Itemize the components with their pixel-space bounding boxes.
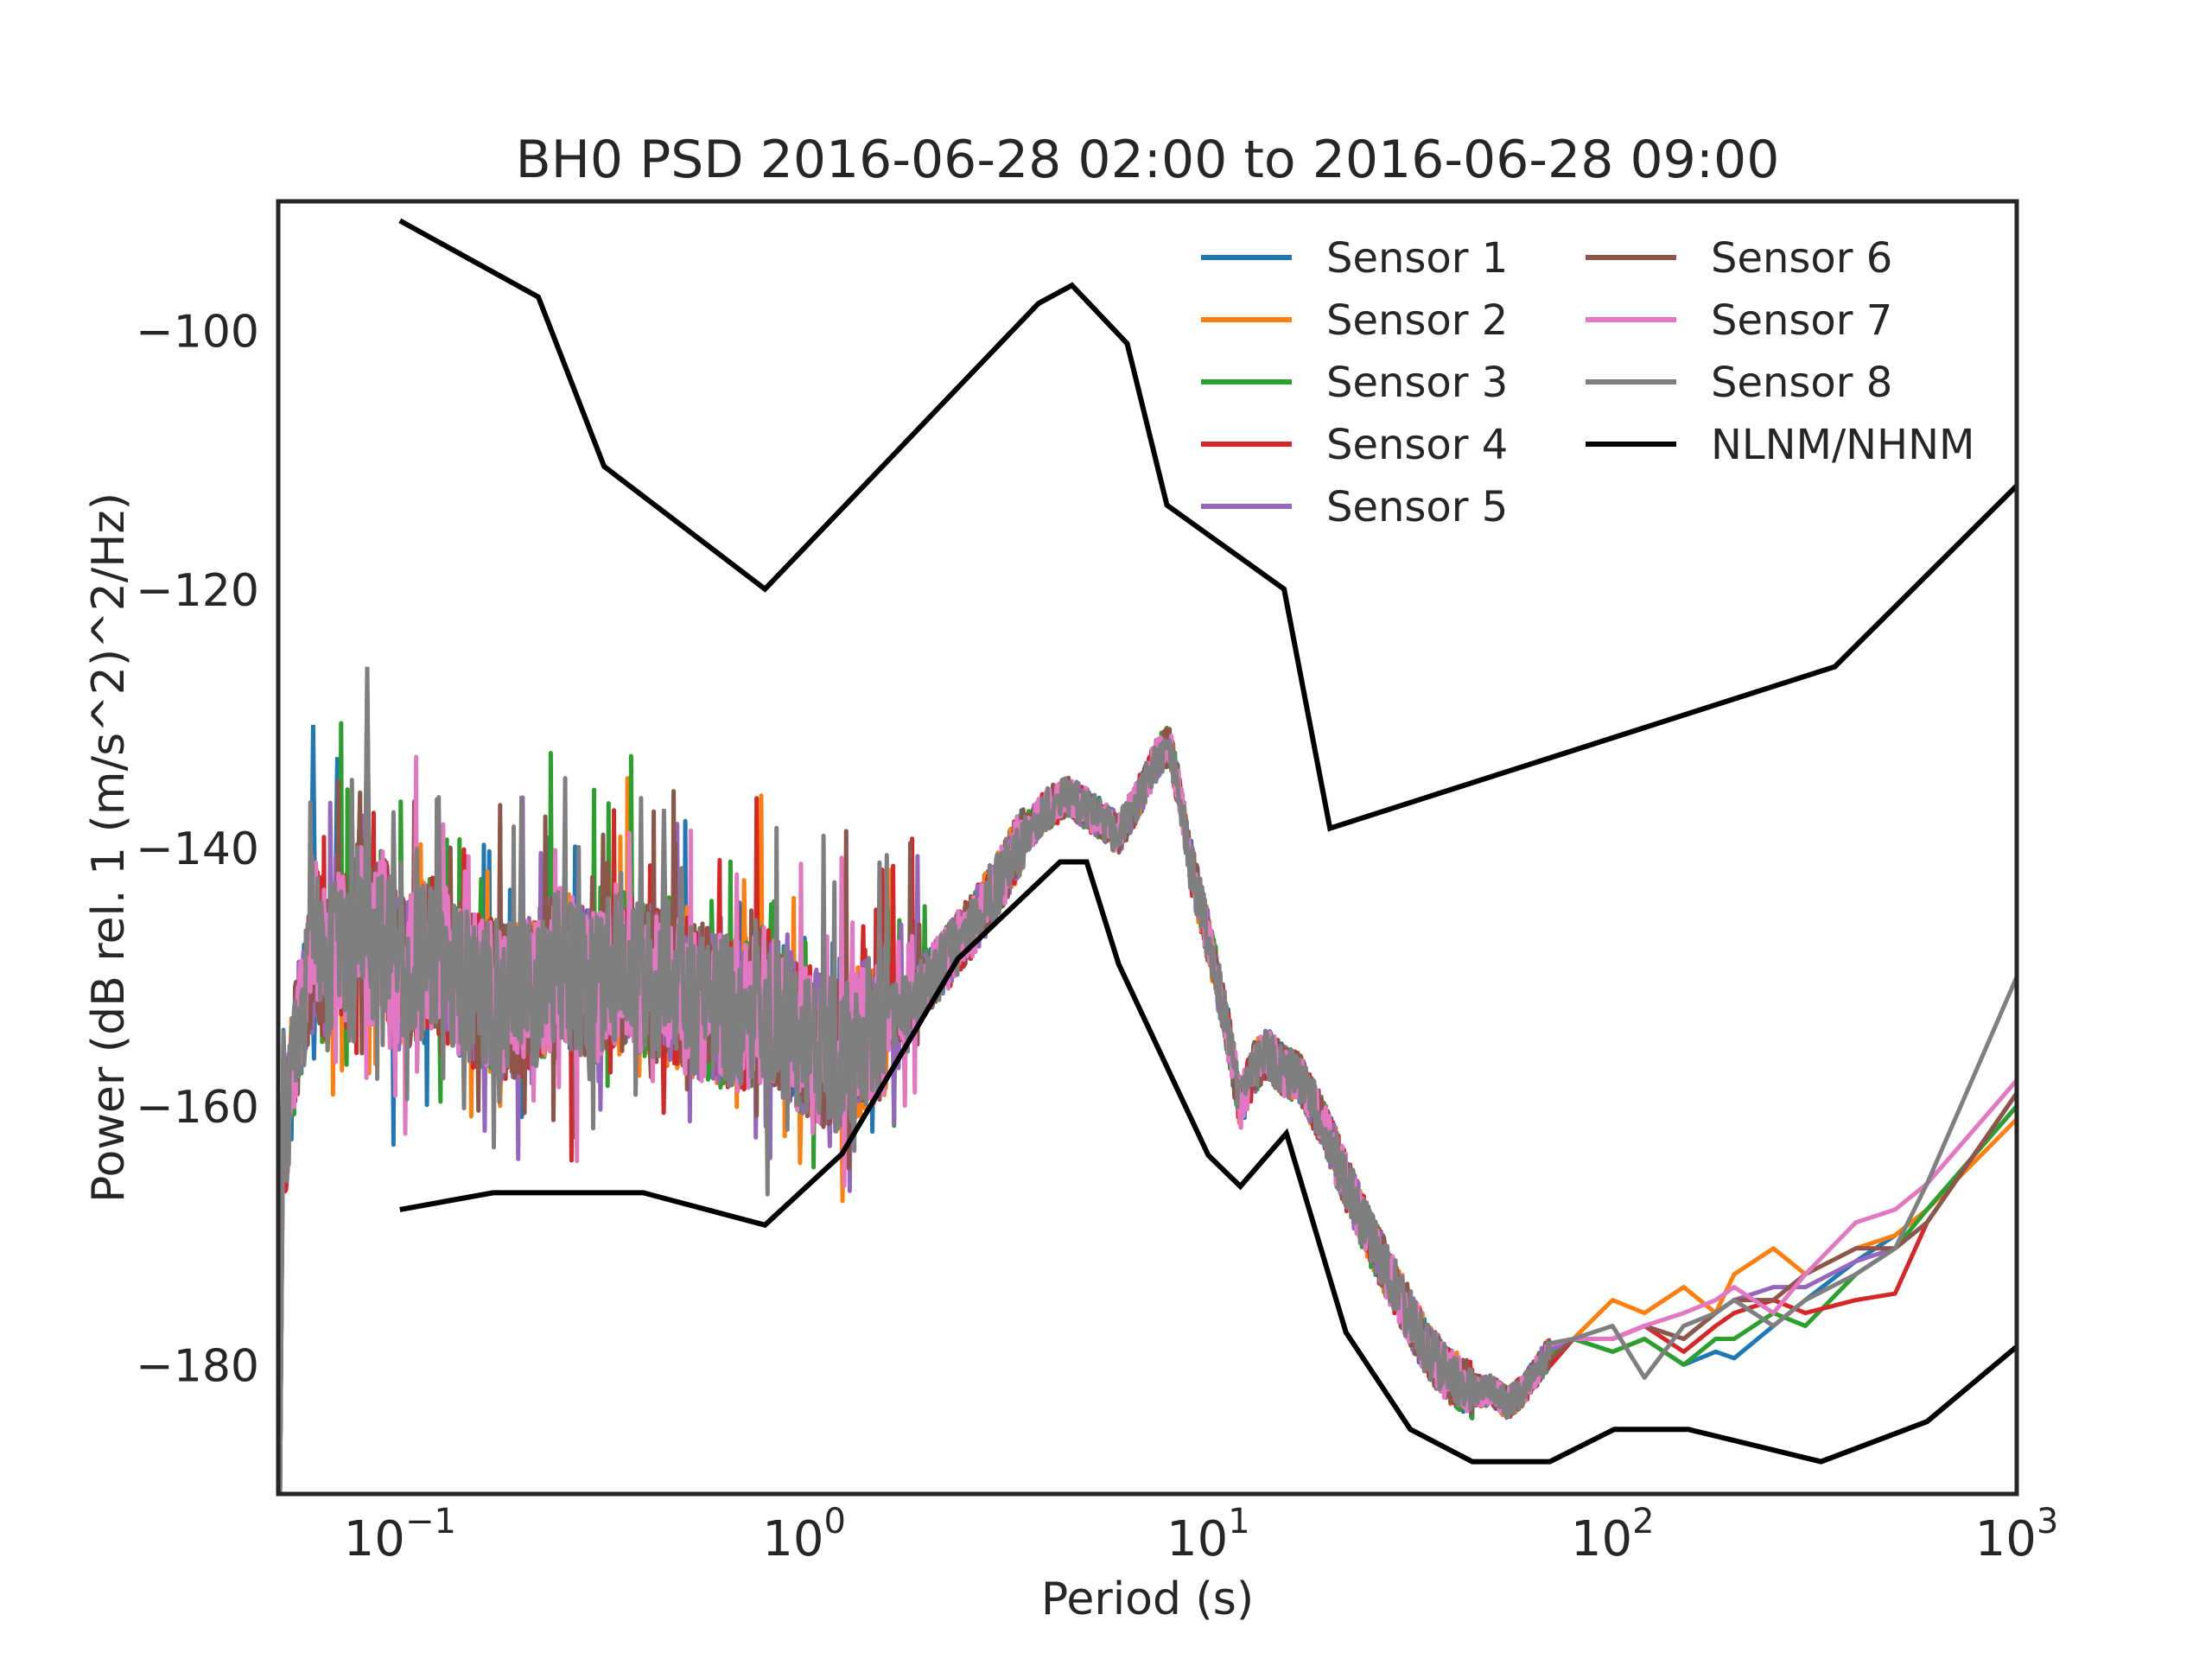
y-tick-label: −120 (136, 565, 259, 617)
nlnm-reference-line (399, 859, 2017, 1465)
legend-item: Sensor 8 (1586, 359, 1892, 407)
legend-label: NLNM/NHNM (1711, 421, 1974, 469)
y-tick-label: −160 (136, 1082, 259, 1134)
x-tick-label: 101 (1166, 1502, 1250, 1567)
x-axis: 10−1 100 101 102 103 (344, 1502, 2059, 1567)
x-tick-label: 10−1 (344, 1502, 456, 1567)
legend-item: Sensor 2 (1201, 296, 1508, 345)
legend-item: Sensor 4 (1201, 421, 1508, 469)
legend-item: NLNM/NHNM (1586, 421, 1974, 469)
nhnm-reference-line (398, 218, 2017, 832)
legend-label: Sensor 6 (1711, 234, 1892, 283)
legend-item: Sensor 5 (1201, 483, 1508, 531)
legend-item: Sensor 6 (1586, 234, 1892, 283)
legend-label: Sensor 2 (1326, 296, 1508, 345)
plot-frame (276, 199, 2019, 1497)
legend-label: Sensor 4 (1326, 421, 1508, 469)
legend-item: Sensor 7 (1586, 296, 1892, 345)
y-tick-label: −100 (136, 307, 259, 359)
legend-item: Sensor 1 (1201, 234, 1508, 283)
series-8-spike-1 (362, 666, 372, 957)
series-8-spike-3 (658, 809, 669, 1016)
legend-label: Sensor 7 (1711, 296, 1892, 345)
series-8-spike-2 (517, 796, 527, 1029)
y-tick-label: −140 (136, 823, 259, 875)
legend: Sensor 1 Sensor 2 Sensor 3 Sensor 4 Sensor 5… (1201, 234, 1974, 531)
series-layer (278, 666, 2017, 1494)
x-axis-label: Period (s) (1041, 1573, 1254, 1625)
legend-label: Sensor 3 (1326, 359, 1508, 407)
x-tick-label: 103 (1975, 1502, 2059, 1567)
legend-label: Sensor 1 (1326, 234, 1508, 283)
y-axis: −100 −120 −140 −160 −180 (136, 307, 259, 1393)
legend-label: Sensor 8 (1711, 359, 1892, 407)
reference-layer (398, 218, 2017, 1465)
y-axis-label: Power (dB rel. 1 (m/s^2)^2/Hz) (83, 493, 135, 1203)
y-tick-label: −180 (136, 1340, 259, 1392)
chart-title: BH0 PSD 2016-06-28 02:00 to 2016-06-28 0… (516, 130, 1780, 190)
x-tick-label: 100 (762, 1502, 846, 1567)
series-8-line (278, 737, 2017, 1494)
legend-item: Sensor 3 (1201, 359, 1508, 407)
x-tick-label: 102 (1571, 1502, 1655, 1567)
legend-label: Sensor 5 (1326, 483, 1508, 531)
